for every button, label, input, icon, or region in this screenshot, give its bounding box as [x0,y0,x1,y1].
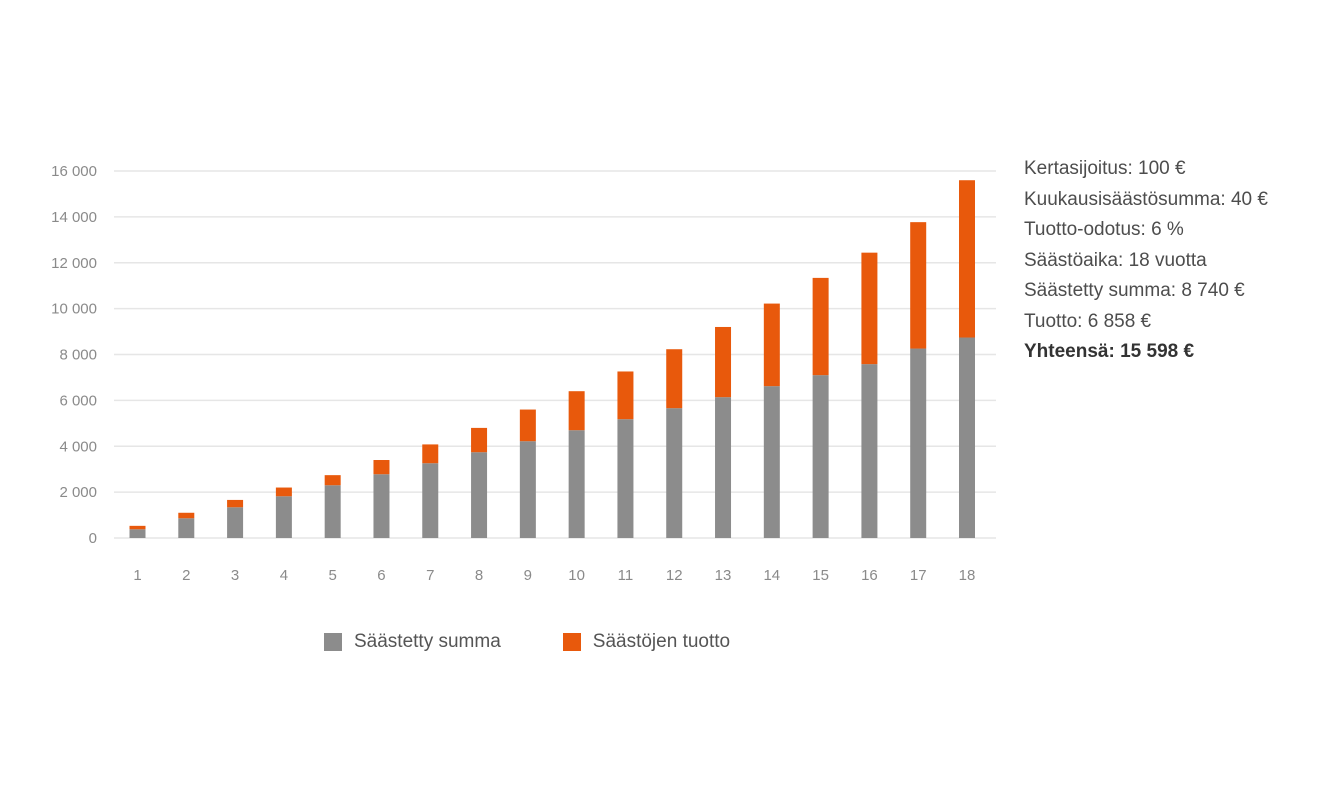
bar-saved-amount [861,364,878,538]
y-tick-label: 6 000 [59,392,97,409]
bar-savings-return [275,487,292,497]
y-tick-label: 16 000 [51,163,97,180]
y-axis-ticks: 0 2 000 4 000 6 000 8 000 10 000 12 000 14 000 1… [51,163,97,547]
legend-label-saved: Säästetty summa [354,631,501,652]
y-tick-label: 10 000 [51,301,97,318]
bar-saved-amount [666,408,683,538]
info-return-amount: Tuotto: 6 858 € [1024,310,1152,332]
info-total: Yhteensä: 15 598 € [1024,341,1195,362]
bar-savings-return [666,349,683,409]
y-tick-label: 2 000 [59,484,97,501]
bar-saved-amount [422,463,439,538]
legend-swatch-saved [324,633,342,651]
y-tick-label: 0 [89,530,97,547]
bars [129,180,975,538]
savings-bar-chart: 0 2 000 4 000 6 000 8 000 10 000 12 000 14 000 1… [51,163,996,584]
legend-item-return: Säästöjen tuotto [562,631,731,653]
x-tick-label: 16 [861,567,878,584]
chart-legend: Säästetty summa Säästöjen tuotto [324,631,792,653]
bar-savings-return [910,222,927,349]
bar-saved-amount [959,337,975,538]
x-tick-label: 4 [280,567,288,584]
bar-saved-amount [178,518,195,538]
y-tick-label: 14 000 [51,209,97,226]
info-saved-amount: Säästetty summa: 8 740 € [1024,280,1245,301]
bar-saved-amount [568,430,585,538]
x-tick-label: 3 [231,567,239,584]
x-tick-label: 11 [618,567,634,584]
bar-savings-return [715,326,732,398]
y-tick-label: 8 000 [59,347,97,364]
x-axis-ticks: 1 2 3 4 5 6 7 8 9 10 11 12 13 14 15 16 17 18 [133,567,975,584]
bar-saved-amount [519,441,536,538]
x-tick-label: 7 [426,567,434,584]
legend-swatch-return [562,633,581,651]
info-one-time-investment: Kertasijoitus: 100 € [1024,158,1186,179]
legend-item-saved: Säästetty summa [324,631,501,653]
x-tick-label: 14 [763,567,780,584]
bar-saved-amount [471,452,488,538]
x-tick-label: 18 [959,567,976,584]
x-tick-label: 15 [812,567,829,584]
bar-savings-return [617,371,634,420]
bar-saved-amount [129,529,146,538]
bar-savings-return [519,409,536,442]
x-tick-label: 13 [715,567,732,584]
bar-savings-return [373,460,390,475]
x-tick-label: 12 [666,567,683,584]
x-tick-label: 10 [568,567,585,584]
info-expected-return: Tuotto-odotus: 6 % [1024,219,1184,240]
x-tick-label: 6 [377,567,385,584]
bar-saved-amount [715,397,732,538]
info-saving-period: Säästöaika: 18 vuotta [1024,249,1207,271]
bar-saved-amount [763,386,780,538]
bar-savings-return [324,475,341,486]
bar-savings-return [129,525,146,530]
bar-savings-return [422,444,439,464]
x-tick-label: 17 [910,567,927,584]
bar-saved-amount [227,507,244,538]
bar-savings-return [568,391,585,431]
x-tick-label: 5 [329,567,337,584]
bar-savings-return [959,180,975,338]
grid-lines [114,170,996,539]
bar-saved-amount [812,375,829,538]
bar-saved-amount [617,419,634,538]
x-tick-label: 9 [524,567,532,584]
y-tick-label: 12 000 [51,255,97,272]
x-tick-label: 2 [182,567,190,584]
bar-savings-return [763,303,780,387]
bar-saved-amount [373,474,390,538]
bar-savings-return [178,512,195,519]
legend-label-return: Säästöjen tuotto [592,631,731,652]
bar-savings-return [227,499,244,508]
bar-saved-amount [910,348,927,538]
info-monthly-saving: Kuukausisäästösumma: 40 € [1024,188,1268,210]
bar-saved-amount [275,496,292,538]
bar-savings-return [471,427,488,453]
y-tick-label: 4 000 [59,438,97,455]
x-tick-label: 1 [133,567,141,584]
savings-info-panel: Kertasijoitus: 100 € Kuukausisäästösumma… [1024,154,1268,368]
bar-saved-amount [324,485,341,538]
bar-savings-return [861,252,878,365]
x-tick-label: 8 [475,567,483,584]
bar-savings-return [812,277,829,376]
